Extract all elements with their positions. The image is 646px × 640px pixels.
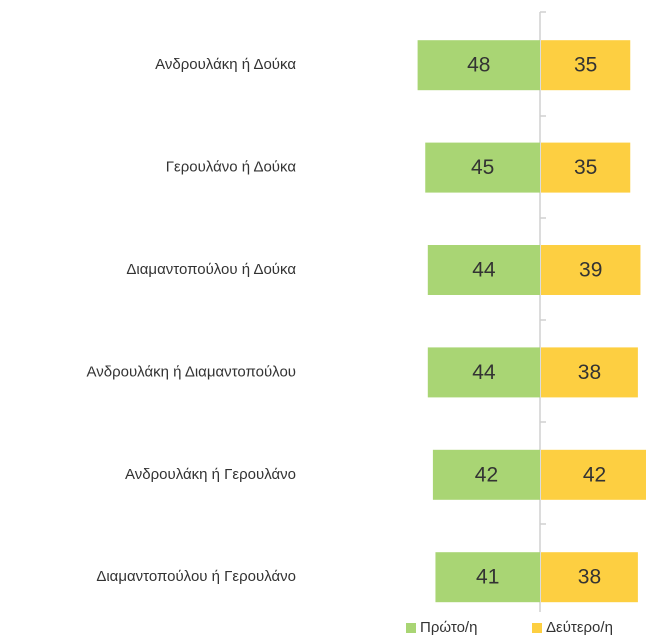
category-label: Γερουλάνο ή Δούκα [166,159,297,176]
data-label: 41 [476,566,499,589]
legend-label: Πρώτο/η [420,619,477,636]
category-separators [540,11,546,525]
category-label: Διαμαντοπούλου ή Γερουλάνο [96,568,296,585]
legend-swatch [532,623,542,633]
legend-label: Δεύτερο/η [546,619,613,636]
data-label: 35 [574,156,597,179]
bar [541,347,638,398]
bar [425,142,540,193]
category-label: Διαμαντοπούλου ή Δούκα [126,261,296,278]
data-label: 45 [471,156,494,179]
data-label: 44 [472,361,496,384]
data-label: 44 [472,259,496,282]
category-label: Ανδρουλάκη ή Γερουλάνο [125,466,296,483]
category-label: Ανδρουλάκη ή Δούκα [155,56,296,73]
bar [427,347,540,398]
data-label: 38 [578,361,601,384]
bar [427,245,540,295]
data-label: 35 [574,54,597,77]
legend-swatch [406,623,416,633]
bar [417,40,540,91]
data-label: 48 [467,54,490,77]
bar [541,142,631,193]
data-label: 42 [583,463,606,486]
data-label: 38 [578,566,601,589]
bar [541,40,631,91]
bar [541,552,638,603]
bar [432,449,540,500]
bar [435,552,540,603]
data-label: 39 [579,259,602,282]
bar [541,449,646,500]
category-label: Ανδρουλάκη ή Διαμαντοπούλου [87,363,296,380]
bar [541,245,641,295]
data-label: 42 [475,463,498,486]
